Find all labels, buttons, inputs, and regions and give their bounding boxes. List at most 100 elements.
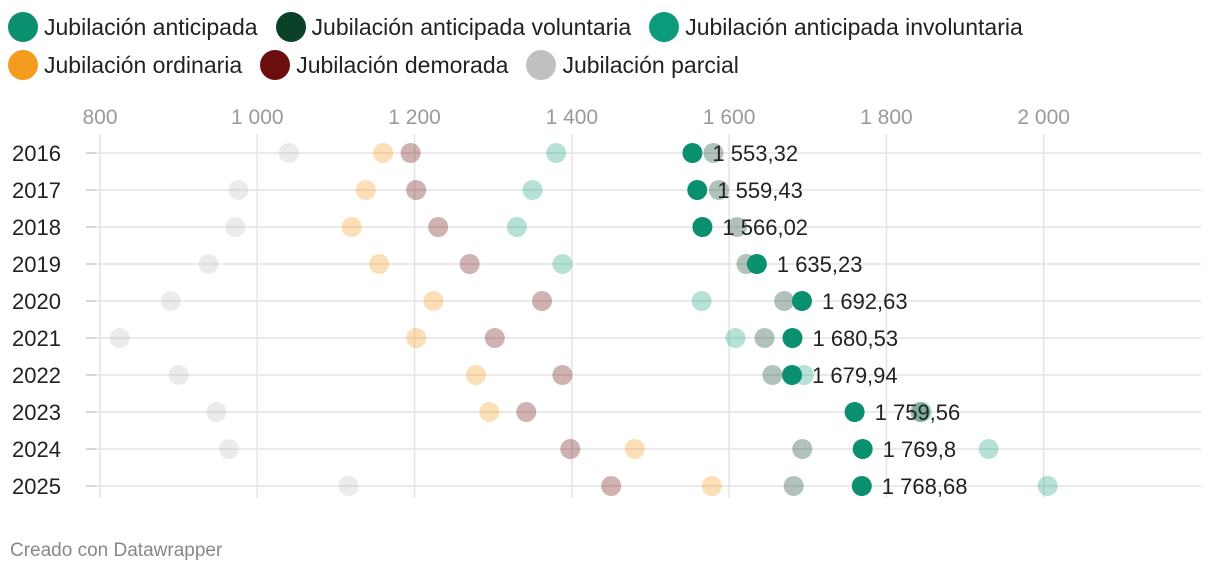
dot-jubilación-anticipada — [692, 217, 713, 237]
dot-jubilación-anticipada — [782, 328, 803, 348]
dot-jubilación-ordinaria — [341, 217, 362, 237]
year-label: 2024 — [12, 437, 61, 462]
x-tick-label: 2 000 — [1017, 106, 1070, 129]
dot-jubilación-anticipada-involuntaria — [911, 402, 932, 422]
dot-jubilación-anticipada-involuntaria — [691, 291, 712, 311]
legend-swatch — [8, 50, 38, 80]
dot-jubilación-parcial — [109, 328, 130, 348]
dot-jubilación-anticipada-voluntaria — [708, 180, 729, 200]
legend-item: Jubilación anticipada voluntaria — [275, 12, 632, 42]
legend-row: Jubilación anticipada Jubilación anticipa… — [8, 8, 1208, 46]
dot-jubilación-demorada — [400, 143, 421, 163]
legend-label: Jubilación parcial — [562, 51, 739, 78]
legend-item: Jubilación parcial — [526, 50, 739, 80]
year-label: 2018 — [12, 215, 61, 240]
dot-jubilación-anticipada — [852, 439, 873, 459]
dot-plot-chart: 800 1 000 1 200 1 400 1 600 1 800 2 000 2016 201… — [12, 106, 1201, 499]
dot-jubilación-anticipada — [782, 365, 803, 385]
legend-row: Jubilación ordinaria Jubilación demorada J… — [8, 46, 1208, 84]
x-tick-label: 1 200 — [388, 106, 441, 129]
dot-jubilación-ordinaria — [406, 328, 427, 348]
dot-jubilación-anticipada — [746, 254, 767, 274]
dot-jubilación-anticipada-involuntaria — [546, 143, 567, 163]
dot-jubilación-demorada — [552, 365, 573, 385]
dot-jubilación-ordinaria — [465, 365, 486, 385]
legend-swatch — [8, 12, 38, 42]
value-label: 1 679,94 — [812, 363, 898, 388]
year-label: 2019 — [12, 252, 61, 277]
dot-jubilación-ordinaria — [423, 291, 444, 311]
value-label: 1 559,43 — [717, 178, 803, 203]
dot-jubilación-anticipada — [687, 180, 708, 200]
legend-label: Jubilación demorada — [296, 51, 509, 78]
dot-jubilación-demorada — [459, 254, 480, 274]
dot-jubilación-ordinaria — [701, 476, 722, 496]
year-label: 2023 — [12, 400, 61, 425]
dot-jubilación-demorada — [601, 476, 622, 496]
dot-jubilación-parcial — [198, 254, 219, 274]
year-label: 2021 — [12, 326, 61, 351]
dot-jubilación-demorada — [484, 328, 505, 348]
dot-jubilación-demorada — [516, 402, 537, 422]
legend-swatch — [649, 12, 680, 42]
legend-swatch — [275, 12, 306, 42]
legend-item: Jubilación anticipada involuntaria — [649, 12, 1023, 42]
year-label: 2017 — [12, 178, 61, 203]
credit-footer: Creado con Datawrapper — [10, 540, 223, 561]
year-label: 2020 — [12, 289, 61, 314]
dot-jubilación-anticipada-involuntaria — [552, 254, 573, 274]
value-label: 1 566,02 — [722, 215, 808, 240]
legend-label: Jubilación anticipada voluntaria — [311, 13, 632, 40]
legend-label: Jubilación anticipada involuntaria — [685, 13, 1023, 40]
value-label: 1 768,68 — [882, 474, 968, 499]
legend-item: Jubilación ordinaria — [8, 50, 242, 80]
dot-jubilación-parcial — [278, 143, 299, 163]
dot-jubilación-anticipada-voluntaria — [762, 365, 783, 385]
dot-jubilación-anticipada — [844, 402, 865, 422]
dot-jubilación-anticipada-voluntaria — [727, 217, 748, 237]
value-label: 1 635,23 — [777, 252, 863, 277]
dot-jubilación-anticipada-voluntaria — [783, 476, 804, 496]
value-label: 1 680,53 — [812, 326, 898, 351]
dot-jubilación-anticipada-voluntaria — [703, 143, 724, 163]
x-tick-label: 1 600 — [703, 106, 756, 129]
dot-jubilación-demorada — [406, 180, 427, 200]
dot-jubilación-ordinaria — [479, 402, 500, 422]
dot-jubilación-anticipada-voluntaria — [792, 439, 813, 459]
dot-jubilación-parcial — [206, 402, 227, 422]
legend-item: Jubilación anticipada — [8, 12, 258, 42]
value-label: 1 553,32 — [712, 141, 798, 166]
year-label: 2016 — [12, 141, 61, 166]
value-label: 1 769,8 — [883, 437, 956, 462]
year-label: 2022 — [12, 363, 61, 388]
dot-jubilación-anticipada-voluntaria — [910, 402, 931, 422]
legend-swatch — [260, 50, 291, 80]
dot-jubilación-ordinaria — [355, 180, 376, 200]
dot-jubilación-ordinaria — [369, 254, 390, 274]
legend-label: Jubilación ordinaria — [44, 51, 243, 78]
dot-jubilación-parcial — [338, 476, 359, 496]
dot-jubilación-anticipada-involuntaria — [522, 180, 543, 200]
dot-jubilación-ordinaria — [624, 439, 645, 459]
dot-jubilación-anticipada-involuntaria — [506, 217, 527, 237]
value-label: 1 759,56 — [875, 400, 961, 425]
dot-jubilación-anticipada-involuntaria — [978, 439, 999, 459]
dot-jubilación-demorada — [428, 217, 449, 237]
dot-jubilación-anticipada — [791, 291, 812, 311]
x-tick-label: 1 800 — [860, 106, 913, 129]
value-label: 1 692,63 — [822, 289, 908, 314]
dot-jubilación-parcial — [160, 291, 181, 311]
dot-jubilación-parcial — [228, 180, 249, 200]
dot-jubilación-parcial — [225, 217, 246, 237]
dot-jubilación-parcial — [218, 439, 239, 459]
dot-jubilación-anticipada-involuntaria — [725, 328, 746, 348]
dot-jubilación-anticipada-involuntaria — [1037, 476, 1058, 496]
dot-jubilación-anticipada-voluntaria — [774, 291, 795, 311]
x-tick-label: 800 — [82, 106, 117, 129]
dot-jubilación-anticipada-voluntaria — [754, 328, 775, 348]
dot-jubilación-anticipada — [682, 143, 703, 163]
dot-jubilación-demorada — [531, 291, 552, 311]
legend-swatch — [526, 50, 557, 80]
dot-jubilación-parcial — [168, 365, 189, 385]
dot-jubilación-anticipada — [851, 476, 872, 496]
